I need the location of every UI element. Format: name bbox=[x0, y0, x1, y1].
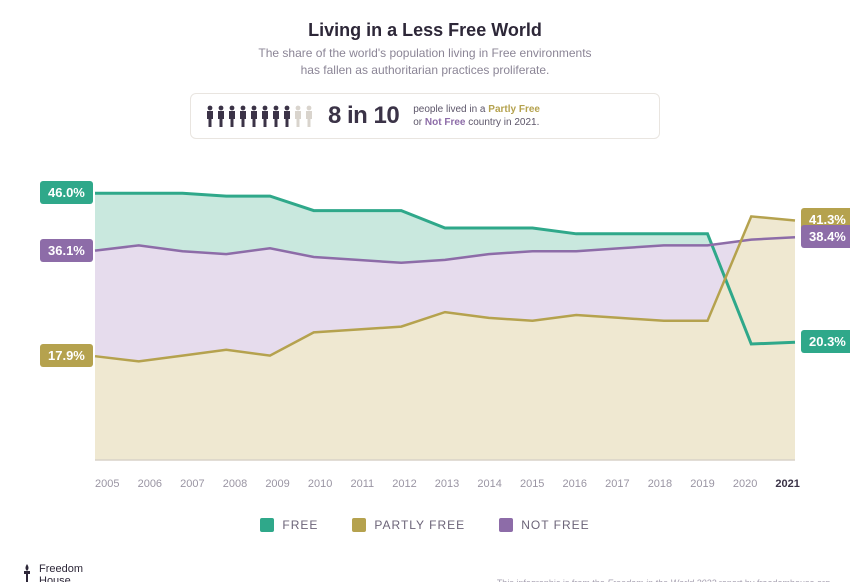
label-partlyfree-start: 17.9% bbox=[40, 344, 93, 367]
person-icon bbox=[282, 105, 292, 127]
partly-free-term: Partly Free bbox=[488, 104, 540, 115]
person-icon bbox=[304, 105, 314, 127]
people-icons bbox=[205, 105, 314, 127]
subtitle-line2: has fallen as authoritarian practices pr… bbox=[301, 63, 550, 77]
legend-partlyfree-label: PARTLY FREE bbox=[374, 518, 465, 532]
torch-icon bbox=[20, 562, 34, 582]
legend: FREE PARTLY FREE NOT FREE bbox=[0, 518, 850, 532]
subtitle-line1: The share of the world's population livi… bbox=[258, 46, 591, 60]
label-free-start: 46.0% bbox=[40, 181, 93, 204]
legend-not-free: NOT FREE bbox=[499, 518, 589, 532]
x-tick: 2018 bbox=[648, 478, 672, 490]
x-tick: 2011 bbox=[350, 478, 374, 490]
x-tick: 2008 bbox=[223, 478, 247, 490]
legend-free: FREE bbox=[260, 518, 318, 532]
report-title: Freedom in the World 2022 bbox=[607, 578, 716, 582]
swatch-free bbox=[260, 518, 274, 532]
label-notfree-start: 36.1% bbox=[40, 239, 93, 262]
x-tick: 2009 bbox=[265, 478, 289, 490]
page-subtitle: The share of the world's population livi… bbox=[0, 45, 850, 79]
person-icon bbox=[260, 105, 270, 127]
legend-partly-free: PARTLY FREE bbox=[352, 518, 465, 532]
x-tick: 2010 bbox=[308, 478, 332, 490]
swatch-not-free bbox=[499, 518, 513, 532]
label-notfree-end: 38.4% bbox=[801, 225, 850, 248]
brand-logo: Freedom House bbox=[20, 562, 83, 582]
x-tick: 2020 bbox=[733, 478, 757, 490]
x-tick: 2021 bbox=[775, 478, 799, 490]
brand-text: Freedom House bbox=[39, 563, 83, 582]
x-tick: 2014 bbox=[477, 478, 501, 490]
x-tick: 2012 bbox=[392, 478, 416, 490]
person-icon bbox=[227, 105, 237, 127]
legend-free-label: FREE bbox=[282, 518, 318, 532]
stat-callout: 8 in 10 people lived in a Partly Free or… bbox=[190, 93, 660, 139]
chart-area: 46.0% 36.1% 17.9% 41.3% 38.4% 20.3% 2005… bbox=[40, 170, 810, 490]
x-axis: 2005 2006 2007 2008 2009 2010 2011 2012 2013 2014… bbox=[95, 478, 800, 490]
stacked-area-chart bbox=[40, 170, 810, 490]
x-tick: 2006 bbox=[138, 478, 162, 490]
x-tick: 2015 bbox=[520, 478, 544, 490]
footer: Freedom House This infographic is from t… bbox=[20, 562, 830, 582]
person-icon bbox=[249, 105, 259, 127]
label-free-end: 20.3% bbox=[801, 330, 850, 353]
x-tick: 2017 bbox=[605, 478, 629, 490]
person-icon bbox=[293, 105, 303, 127]
x-tick: 2019 bbox=[690, 478, 714, 490]
person-icon bbox=[271, 105, 281, 127]
person-icon bbox=[216, 105, 226, 127]
callout-description: people lived in a Partly Free or Not Fre… bbox=[413, 103, 540, 129]
credit-line: This infographic is from the Freedom in … bbox=[497, 578, 830, 582]
legend-notfree-label: NOT FREE bbox=[521, 518, 589, 532]
person-icon bbox=[238, 105, 248, 127]
infographic-root: Living in a Less Free World The share of… bbox=[0, 20, 850, 582]
swatch-partly-free bbox=[352, 518, 366, 532]
x-tick: 2005 bbox=[95, 478, 119, 490]
person-icon bbox=[205, 105, 215, 127]
ratio-text: 8 in 10 bbox=[328, 102, 399, 130]
x-tick: 2007 bbox=[180, 478, 204, 490]
page-title: Living in a Less Free World bbox=[0, 20, 850, 41]
not-free-term: Not Free bbox=[425, 117, 466, 128]
x-tick: 2013 bbox=[435, 478, 459, 490]
x-tick: 2016 bbox=[563, 478, 587, 490]
